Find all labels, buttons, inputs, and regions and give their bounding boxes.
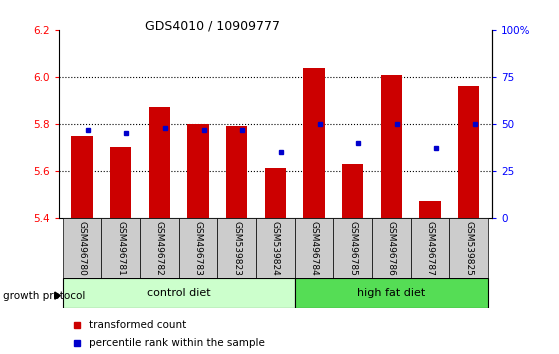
Bar (264, 169, 286, 218)
Text: GSM496785: GSM496785 (348, 221, 357, 276)
Bar (149, 108, 170, 218)
Text: GSM496782: GSM496782 (155, 221, 164, 275)
Bar (140, 218, 179, 278)
Text: GSM539823: GSM539823 (232, 221, 241, 276)
Text: GSM496781: GSM496781 (116, 221, 125, 276)
Text: transformed count: transformed count (89, 320, 187, 330)
Bar (411, 218, 449, 278)
Text: GSM496784: GSM496784 (310, 221, 319, 275)
Text: GSM496780: GSM496780 (77, 221, 87, 276)
Bar (295, 278, 488, 308)
Text: GSM539825: GSM539825 (464, 221, 473, 276)
Bar (295, 218, 333, 278)
Bar (187, 124, 209, 218)
Text: growth protocol: growth protocol (3, 291, 85, 301)
Bar (449, 218, 488, 278)
Text: GSM496787: GSM496787 (425, 221, 434, 276)
Text: GDS4010 / 10909777: GDS4010 / 10909777 (145, 19, 280, 33)
Polygon shape (55, 292, 60, 299)
Bar (217, 218, 256, 278)
Bar (179, 218, 217, 278)
Bar (419, 201, 440, 218)
Bar (256, 218, 295, 278)
Bar (304, 68, 325, 218)
Bar (381, 75, 402, 218)
Bar (333, 218, 372, 278)
Bar (63, 218, 101, 278)
Bar (342, 164, 363, 218)
Text: GSM496783: GSM496783 (193, 221, 202, 276)
Bar (71, 136, 93, 218)
Bar (458, 86, 480, 218)
Bar (110, 147, 131, 218)
Bar (226, 126, 247, 218)
Bar (63, 278, 295, 308)
Text: control diet: control diet (147, 288, 210, 298)
Text: GSM496786: GSM496786 (387, 221, 396, 276)
Text: high fat diet: high fat diet (357, 288, 425, 298)
Text: percentile rank within the sample: percentile rank within the sample (89, 338, 266, 348)
Bar (101, 218, 140, 278)
Bar (372, 218, 411, 278)
Text: GSM539824: GSM539824 (271, 221, 280, 275)
